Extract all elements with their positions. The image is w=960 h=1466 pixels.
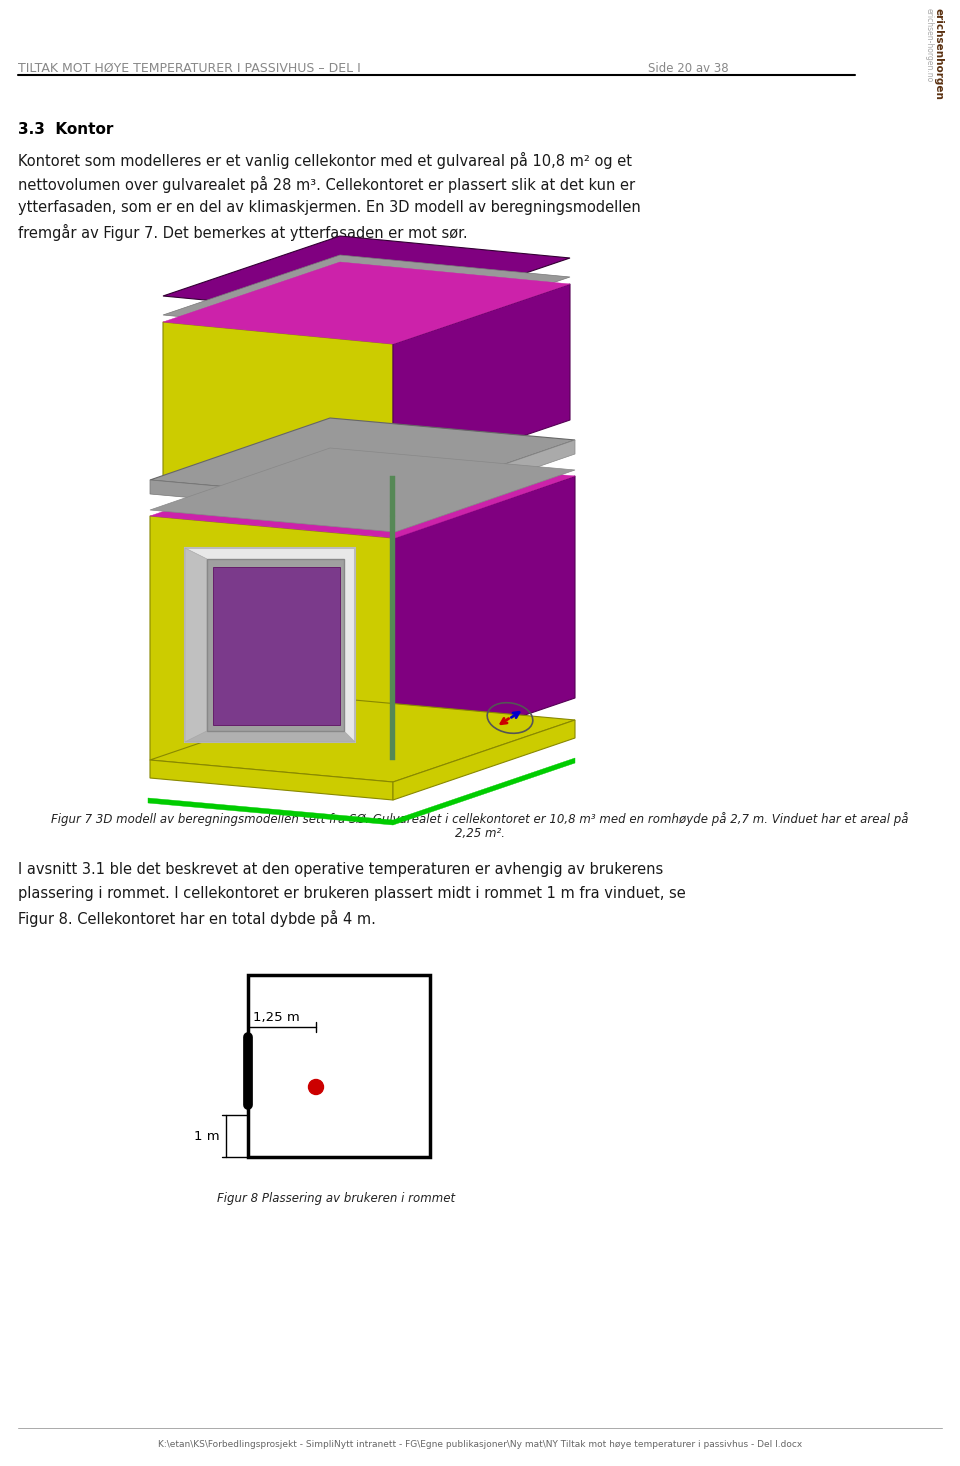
Polygon shape bbox=[390, 516, 395, 759]
Text: Figur 8 Plassering av brukeren i rommet: Figur 8 Plassering av brukeren i rommet bbox=[217, 1192, 455, 1205]
Polygon shape bbox=[163, 323, 393, 479]
Text: nettovolumen over gulvarealet på 28 m³. Cellekontoret er plassert slik at det ku: nettovolumen over gulvarealet på 28 m³. … bbox=[18, 176, 636, 194]
Polygon shape bbox=[213, 567, 340, 726]
Text: Figur 7 3D modell av beregningsmodellen sett fra SØ. Gulvarealet i cellekontoret: Figur 7 3D modell av beregningsmodellen … bbox=[51, 812, 909, 825]
Polygon shape bbox=[185, 548, 207, 742]
Text: Kontoret som modelleres er et vanlig cellekontor med et gulvareal på 10,8 m² og : Kontoret som modelleres er et vanlig cel… bbox=[18, 152, 632, 169]
Text: I avsnitt 3.1 ble det beskrevet at den operative temperaturen er avhengig av bru: I avsnitt 3.1 ble det beskrevet at den o… bbox=[18, 862, 663, 877]
Polygon shape bbox=[207, 559, 344, 732]
Text: 2,25 m².: 2,25 m². bbox=[455, 827, 505, 840]
Polygon shape bbox=[150, 454, 575, 538]
Text: S: S bbox=[485, 726, 492, 734]
Text: K:\etan\KS\Forbedlingsprosjekt - SimpliNytt intranett - FG\Egne publikasjoner\Ny: K:\etan\KS\Forbedlingsprosjekt - SimpliN… bbox=[157, 1440, 803, 1448]
Polygon shape bbox=[163, 255, 570, 337]
Text: erichsen-horgen.no: erichsen-horgen.no bbox=[925, 7, 934, 82]
Polygon shape bbox=[395, 440, 575, 516]
Polygon shape bbox=[185, 548, 355, 742]
Circle shape bbox=[308, 1079, 324, 1095]
Polygon shape bbox=[150, 516, 393, 759]
Text: Figur 8. Cellekontoret har en total dybde på 4 m.: Figur 8. Cellekontoret har en total dybd… bbox=[18, 910, 376, 927]
Text: 1 m: 1 m bbox=[194, 1130, 220, 1143]
Polygon shape bbox=[150, 418, 575, 501]
Polygon shape bbox=[150, 479, 395, 516]
Polygon shape bbox=[150, 449, 575, 532]
Polygon shape bbox=[393, 758, 575, 825]
Polygon shape bbox=[148, 798, 393, 825]
Polygon shape bbox=[150, 698, 575, 781]
Polygon shape bbox=[390, 476, 395, 516]
Text: 3.3  Kontor: 3.3 Kontor bbox=[18, 122, 113, 136]
Text: 1,25 m: 1,25 m bbox=[253, 1012, 300, 1023]
Text: TILTAK MOT HØYE TEMPERATURER I PASSIVHUS – DEL I: TILTAK MOT HØYE TEMPERATURER I PASSIVHUS… bbox=[18, 62, 361, 75]
Text: N: N bbox=[528, 701, 536, 711]
Polygon shape bbox=[163, 236, 570, 318]
Text: plassering i rommet. I cellekontoret er brukeren plassert midt i rommet 1 m fra : plassering i rommet. I cellekontoret er … bbox=[18, 885, 685, 902]
Polygon shape bbox=[393, 476, 575, 759]
Text: fremgår av Figur 7. Det bemerkes at ytterfasaden er mot sør.: fremgår av Figur 7. Det bemerkes at ytte… bbox=[18, 224, 468, 240]
Polygon shape bbox=[393, 720, 575, 800]
Polygon shape bbox=[163, 262, 570, 345]
Polygon shape bbox=[150, 759, 393, 800]
Polygon shape bbox=[393, 284, 570, 479]
Bar bbox=[248, 975, 430, 1157]
Text: erichsenhorgen: erichsenhorgen bbox=[934, 7, 944, 100]
Text: Side 20 av 38: Side 20 av 38 bbox=[648, 62, 729, 75]
Text: ytterfasaden, som er en del av klimaskjermen. En 3D modell av beregningsmodellen: ytterfasaden, som er en del av klimaskje… bbox=[18, 199, 640, 216]
Polygon shape bbox=[185, 732, 355, 742]
